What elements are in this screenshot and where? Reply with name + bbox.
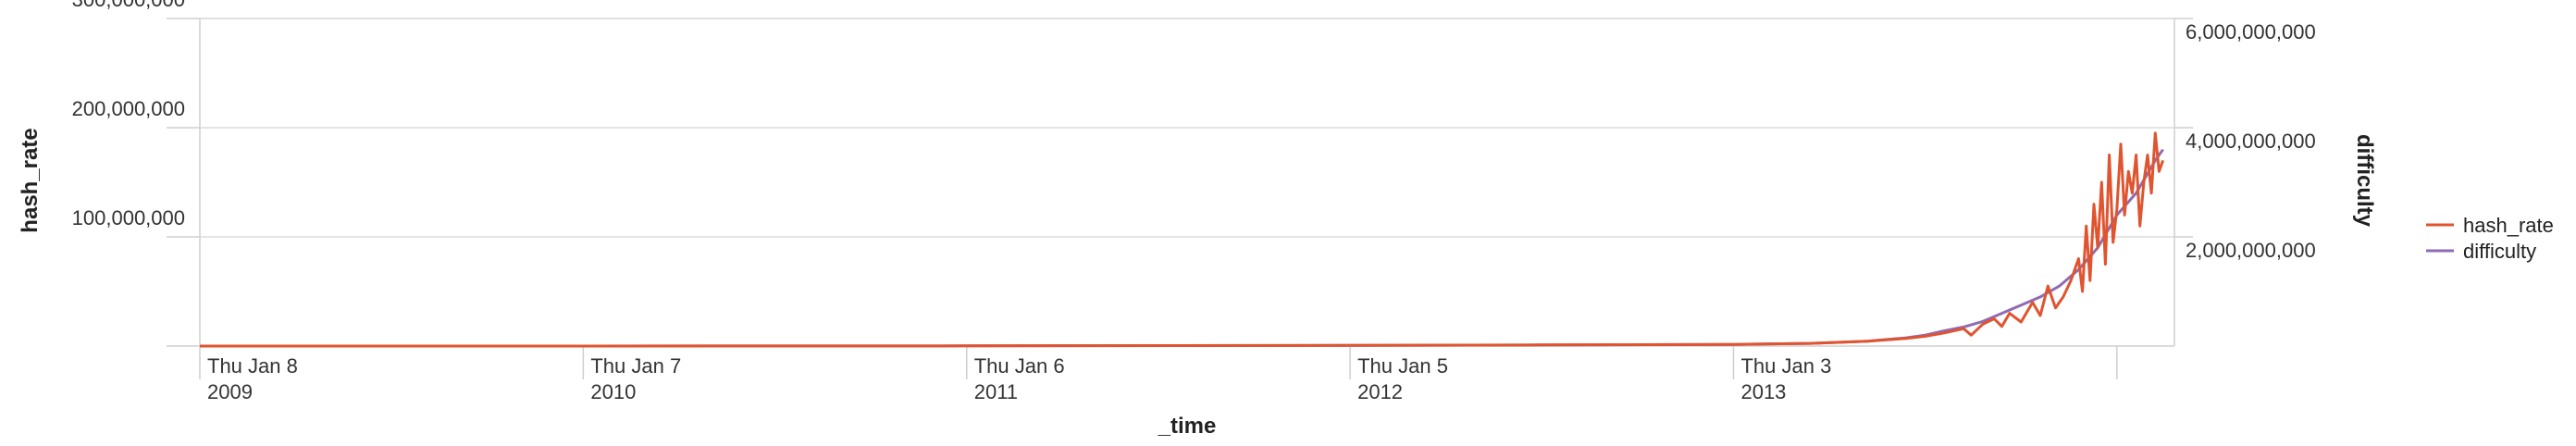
left-tick-label: 300,000,000 [72, 0, 185, 11]
left-tick-label: 100,000,000 [72, 206, 185, 229]
plot-area [167, 18, 2175, 347]
gridlines [200, 18, 2174, 238]
legend[interactable]: hash_rate difficulty [2426, 214, 2554, 263]
legend-label-difficulty[interactable]: difficulty [2463, 240, 2536, 263]
right-tick-label: 4,000,000,000 [2186, 130, 2316, 153]
right-y-axis-title: difficulty [2352, 134, 2377, 228]
x-axis-title: _time [1158, 414, 1217, 439]
x-tick-label-year: 2010 [590, 380, 636, 403]
left-y-axis-title: hash_rate [18, 128, 43, 232]
right-tick-label: 2,000,000,000 [2186, 239, 2316, 262]
x-tick-label-year: 2009 [207, 380, 253, 403]
x-tick-label-year: 2011 [974, 380, 1018, 403]
x-tick-label-date: Thu Jan 5 [1357, 354, 1448, 378]
x-tick-label-year: 2012 [1357, 380, 1403, 403]
right-y-axis-ticks: 2,000,000,000 4,000,000,000 6,000,000,000 [2174, 18, 2316, 262]
right-tick-label: 6,000,000,000 [2186, 20, 2316, 43]
x-tick-label-year: 2013 [1740, 380, 1786, 403]
legend-label-hash_rate[interactable]: hash_rate [2463, 214, 2554, 237]
series-lines [200, 131, 2165, 348]
x-tick-label-date: Thu Jan 7 [590, 354, 681, 378]
series-line-hash_rate [200, 131, 2165, 348]
x-tick-label-date: Thu Jan 8 [207, 354, 298, 378]
series-line-difficulty [200, 148, 2164, 348]
x-tick-label-date: Thu Jan 3 [1740, 354, 1831, 378]
x-tick-label-date: Thu Jan 6 [974, 354, 1065, 378]
left-y-axis-ticks: 100,000,000 200,000,000 300,000,000 [72, 0, 200, 238]
left-tick-label: 200,000,000 [72, 97, 185, 120]
